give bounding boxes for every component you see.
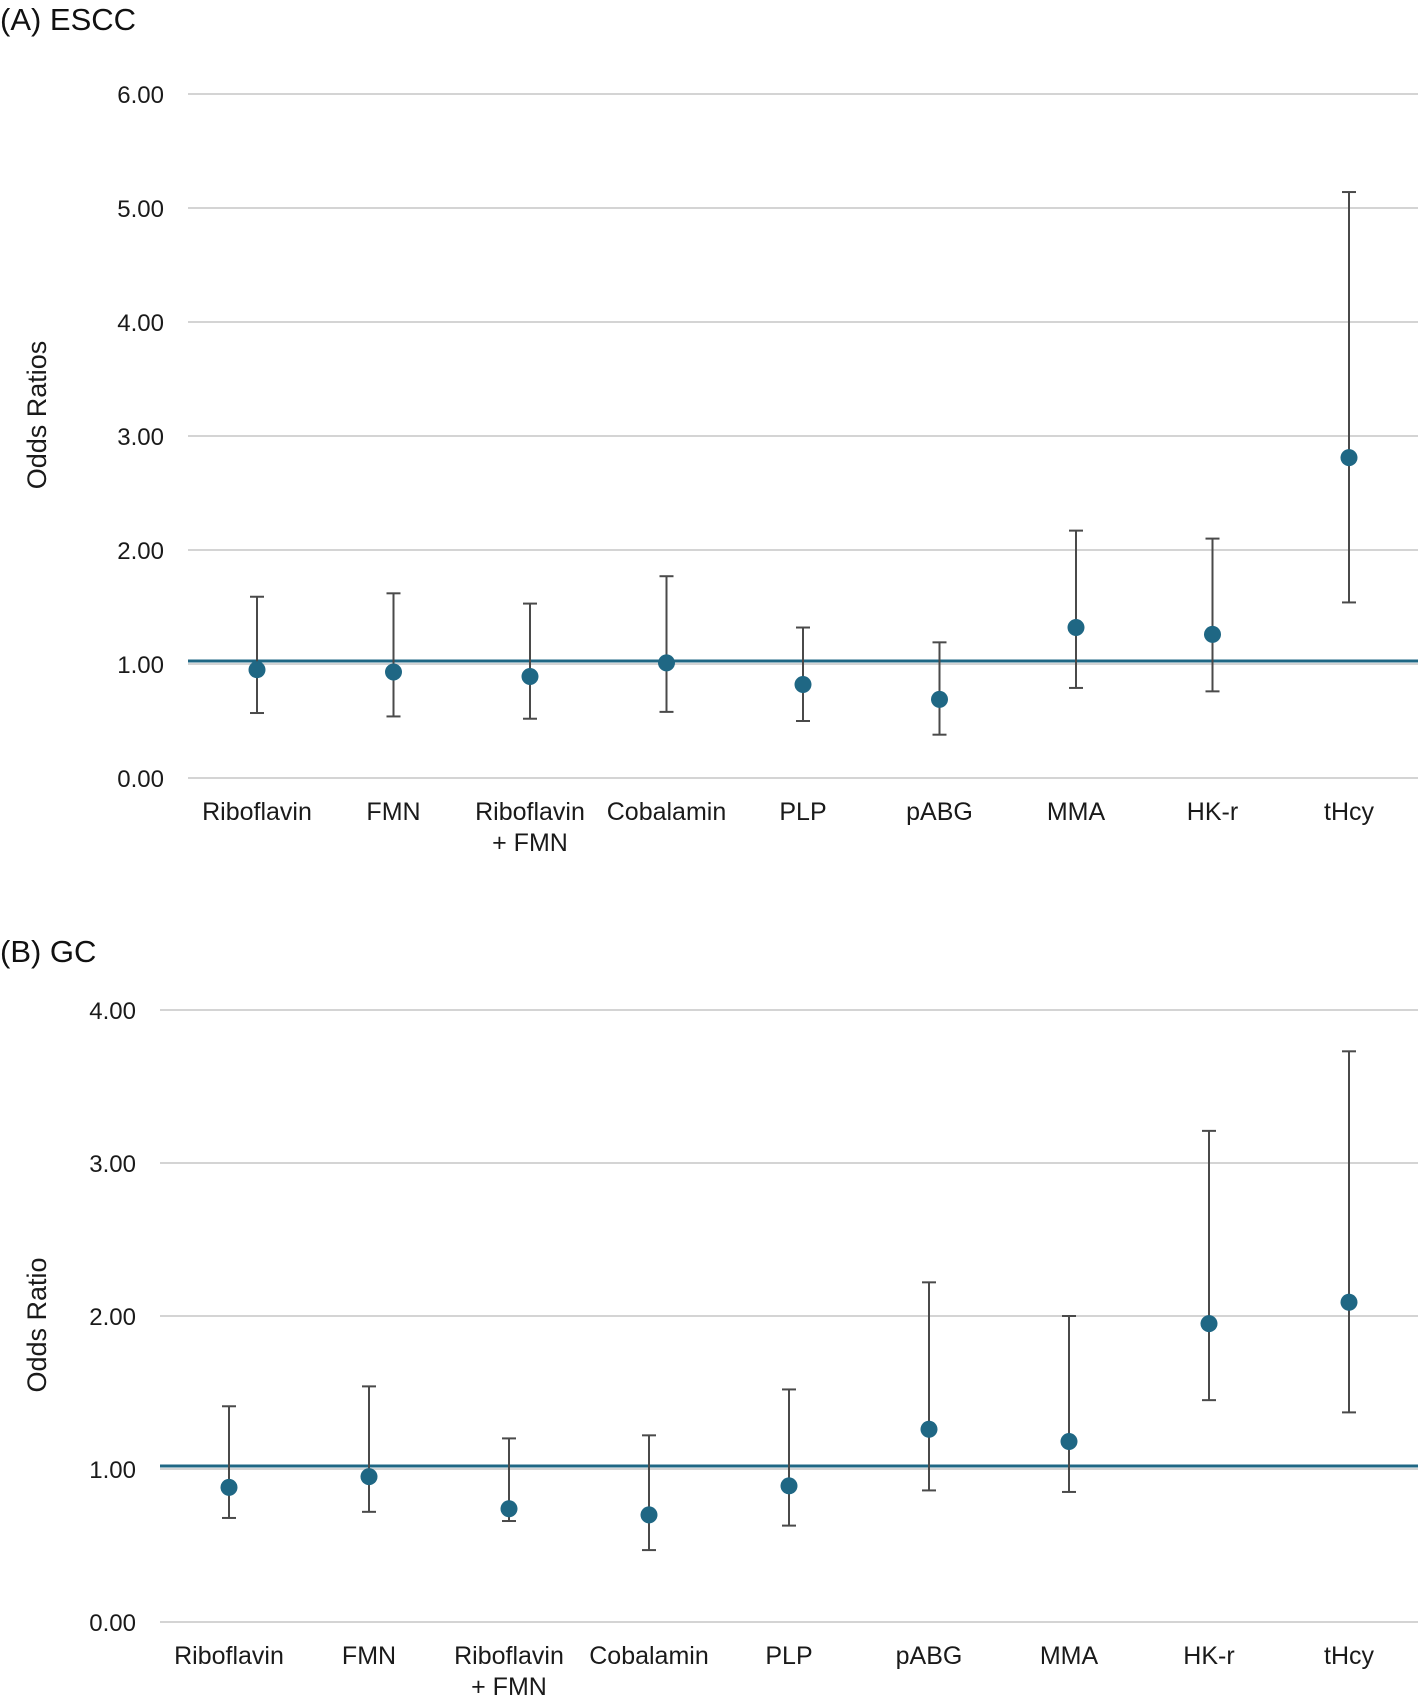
x-category-label: PLP [779, 798, 826, 826]
data-point [220, 1478, 238, 1496]
y-tick-label: 2.00 [89, 1304, 136, 1331]
x-category-label-line: MMA [1040, 1642, 1099, 1670]
panel-a: (A) ESCC Odds Ratios 0.00 1.00 2.00 3.00 4.00 5… [0, 2, 1418, 857]
error-bar [642, 1434, 656, 1552]
x-category-label: pABG [906, 798, 973, 826]
x-category-label-line: Cobalamin [607, 798, 727, 826]
x-category-label: FMN [366, 798, 420, 826]
error-bar [362, 1385, 376, 1513]
y-tick-label: 6.00 [117, 82, 164, 109]
x-category-label-line: Riboflavin [202, 798, 312, 826]
y-axis-label: Odds Ratio [22, 1257, 52, 1392]
error-bar [1062, 1315, 1076, 1493]
error-bar [796, 626, 810, 722]
x-category-label-line: Riboflavin [174, 1642, 284, 1670]
x-category-label-line: FMN [342, 1642, 396, 1670]
data-point [1340, 449, 1358, 467]
data-point [1067, 619, 1085, 637]
error-bar [523, 602, 537, 720]
data-point [521, 668, 539, 686]
data-point [658, 654, 675, 672]
error-bar [386, 592, 401, 718]
y-tick-label: 4.00 [117, 310, 164, 337]
x-category-label: tHcy [1324, 798, 1375, 826]
x-category-label: Riboflavin + FMN [475, 798, 585, 857]
panel-title: (B) GC [0, 934, 96, 969]
x-category-label-line: tHcy [1324, 798, 1375, 826]
data-point [780, 1477, 798, 1495]
x-category-label-line: Riboflavin [475, 798, 585, 826]
x-category-label: MMA [1047, 798, 1106, 826]
data-point [385, 663, 402, 681]
x-category-label-line: PLP [765, 1642, 812, 1670]
x-category-label-line: MMA [1047, 798, 1106, 826]
error-bar [1342, 191, 1356, 604]
error-bar [659, 575, 674, 713]
x-category-label-line: HK-r [1187, 798, 1238, 826]
data-point [920, 1420, 938, 1438]
y-tick-label: 5.00 [117, 196, 164, 223]
panel-title: (A) ESCC [0, 2, 136, 37]
x-category-label-line: pABG [906, 798, 973, 826]
x-category-label-line: + FMN [471, 1673, 547, 1696]
y-axis-label: Odds Ratios [22, 341, 52, 490]
x-category-label-line: + FMN [492, 829, 568, 857]
y-tick-label: 2.00 [117, 538, 164, 565]
y-tick-label: 1.00 [117, 652, 164, 679]
data-point [1340, 1293, 1358, 1311]
error-bar [222, 1405, 236, 1519]
x-category-label: pABG [896, 1642, 963, 1670]
data-point [1060, 1432, 1078, 1450]
y-tick-label: 0.00 [89, 1610, 136, 1637]
error-bar [250, 595, 264, 715]
error-bar [1202, 1129, 1216, 1402]
x-category-label-line: pABG [896, 1642, 963, 1670]
error-bar [932, 641, 947, 736]
x-category-label: FMN [342, 1642, 396, 1670]
x-category-label-line: Riboflavin [454, 1642, 564, 1670]
x-category-label: tHcy [1324, 1642, 1375, 1670]
y-tick-label: 3.00 [117, 424, 164, 451]
x-category-label: MMA [1040, 1642, 1099, 1670]
error-bar [1069, 529, 1083, 689]
data-point [360, 1468, 378, 1486]
x-category-label-line: FMN [366, 798, 420, 826]
x-category-label: Riboflavin + FMN [454, 1642, 564, 1696]
data-point [248, 661, 266, 679]
x-category-label: PLP [765, 1642, 812, 1670]
x-category-label-line: HK-r [1183, 1642, 1234, 1670]
x-category-label-line: tHcy [1324, 1642, 1375, 1670]
x-category-label: Riboflavin [174, 1642, 284, 1670]
x-category-label: HK-r [1183, 1642, 1234, 1670]
x-category-label: HK-r [1187, 798, 1238, 826]
y-tick-label: 4.00 [89, 998, 136, 1025]
x-category-label-line: Cobalamin [589, 1642, 709, 1670]
y-tick-label: 0.00 [117, 766, 164, 793]
error-bar [922, 1281, 936, 1492]
y-tick-label: 3.00 [89, 1151, 136, 1178]
data-point [931, 690, 948, 708]
data-point [500, 1500, 518, 1518]
data-point [1200, 1315, 1218, 1333]
x-category-label: Cobalamin [589, 1642, 709, 1670]
x-category-label-line: PLP [779, 798, 826, 826]
y-tick-label: 1.00 [89, 1457, 136, 1484]
error-bar [782, 1388, 796, 1527]
data-point [794, 676, 812, 694]
x-category-label: Riboflavin [202, 798, 312, 826]
error-bar [1342, 1050, 1356, 1414]
error-bar [1205, 537, 1220, 693]
panel-b: (B) GC Odds Ratio 0.00 1.00 2.00 3.00 4.00 Ribo… [0, 934, 1418, 1696]
data-point [1204, 625, 1221, 643]
data-point [640, 1506, 658, 1524]
x-category-label: Cobalamin [607, 798, 727, 826]
